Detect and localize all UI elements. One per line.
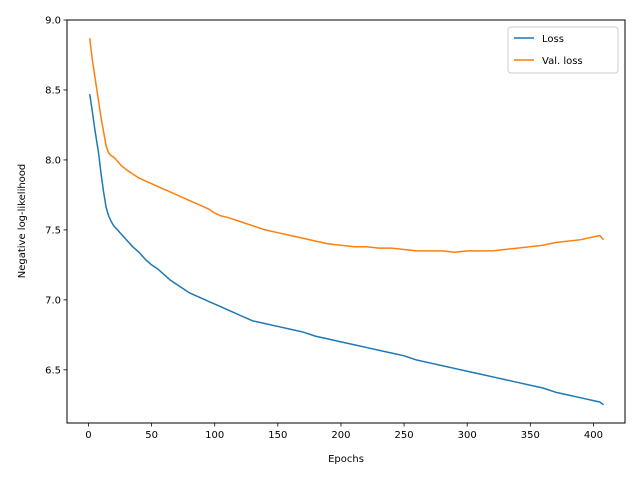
axes-layer: 0 50 100 150 200 250 300 350 400 6.5 7.0 7.5 8.0 8.5 9… [45,16,603,442]
x-tick-label: 400 [584,430,603,441]
x-tick-label: 250 [395,430,414,441]
plot-frame [66,19,626,424]
series-line-loss [88,94,604,406]
x-tick-label: 100 [205,430,224,441]
y-axis-label: Negative log-likelihood [17,164,28,279]
y-tick-label: 7.5 [45,225,61,236]
x-tick-label: 350 [521,430,540,441]
y-tick-label: 8.5 [45,85,61,96]
legend-label-val-loss: Val. loss [542,56,583,67]
legend-label-loss: Loss [542,34,564,45]
x-tick-label: 150 [268,430,287,441]
x-tick-label: 300 [458,430,477,441]
series-line-val-loss [88,38,605,254]
series-layer [88,38,605,406]
x-tick-label: 50 [145,430,158,441]
y-tick-label: 7.0 [45,295,61,306]
x-tick-label: 200 [331,430,350,441]
x-tick-label: 0 [85,430,91,441]
legend-box [507,26,619,74]
y-tick-label: 6.5 [45,365,61,376]
x-axis-label: Epochs [328,454,364,465]
y-tick-label: 9.0 [45,16,61,27]
legend: Loss Val. loss [507,26,619,74]
y-tick-label: 8.0 [45,155,61,166]
